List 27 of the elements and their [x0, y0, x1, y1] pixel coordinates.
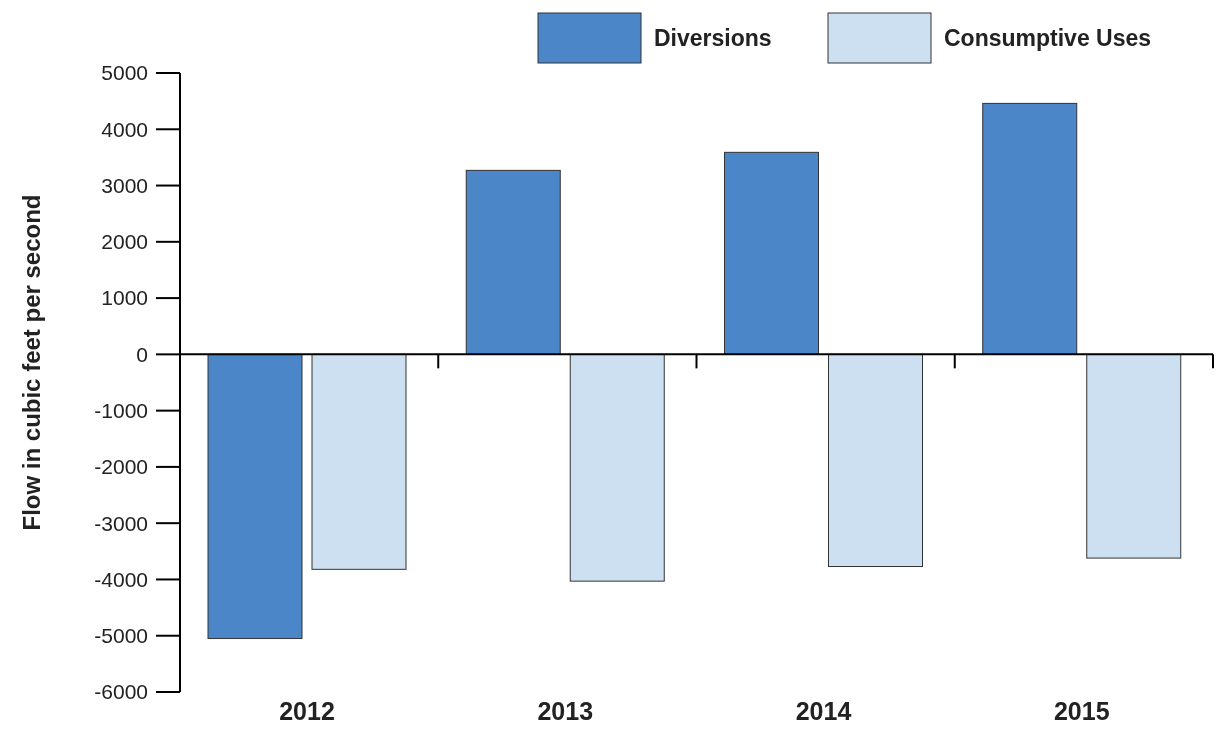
legend-label: Consumptive Uses	[944, 25, 1152, 52]
y-tick-label: -3000	[94, 511, 148, 535]
bar	[465, 169, 561, 355]
y-tick-label: 1000	[101, 286, 148, 310]
y-tick-label: 2000	[101, 230, 148, 254]
bar	[311, 353, 407, 570]
bar	[207, 353, 303, 640]
x-tick-label: 2015	[1053, 697, 1110, 725]
bar	[982, 102, 1078, 355]
bar	[724, 151, 819, 355]
bar	[828, 353, 923, 568]
y-tick-label: -6000	[94, 680, 148, 704]
x-tick-label: 2012	[279, 697, 335, 725]
y-tick-label: -2000	[94, 455, 148, 479]
y-tick-label: -1000	[94, 398, 148, 422]
y-tick-label: 0	[136, 342, 148, 366]
y-tick-label: -4000	[94, 567, 148, 591]
y-tick-label: 3000	[101, 173, 148, 197]
y-tick-label: -5000	[94, 624, 148, 648]
legend-label: Diversions	[654, 25, 772, 52]
bar	[569, 353, 665, 582]
bar	[1086, 353, 1182, 559]
x-tick-label: 2014	[795, 697, 852, 725]
x-tick-label: 2013	[537, 697, 594, 725]
y-axis-title: Flow in cubic feet per second	[18, 194, 45, 531]
y-tick-label: 4000	[101, 117, 148, 141]
y-tick-label: 5000	[101, 61, 148, 85]
